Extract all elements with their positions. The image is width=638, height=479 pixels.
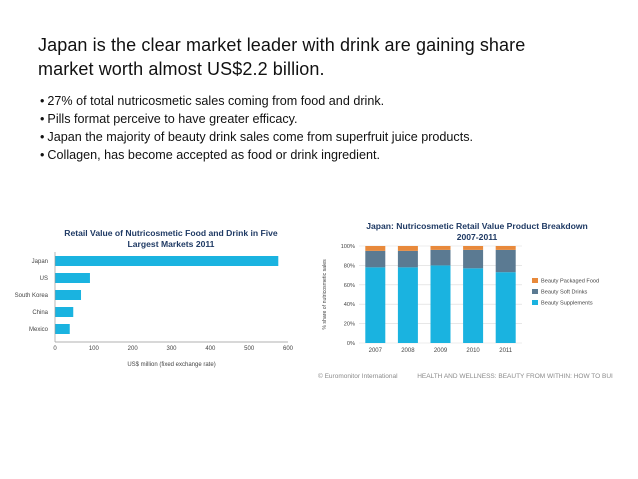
legend-label: Beauty Soft Drinks	[541, 290, 588, 296]
stacked-bar-segment	[397, 246, 418, 251]
x-tick-label: 2008	[401, 348, 415, 354]
bar	[55, 324, 70, 334]
stacked-bar-segment	[397, 267, 418, 343]
chart-title-line: Japan: Nutricosmetic Retail Value Produc…	[366, 221, 588, 231]
x-tick-label: 300	[166, 346, 177, 352]
category-label: Mexico	[29, 327, 49, 333]
bullet-item: Japan the majority of beauty drink sales…	[40, 128, 610, 146]
y-tick-label: 80%	[344, 263, 355, 269]
stacked-bar-segment	[365, 246, 386, 251]
category-label: US	[40, 276, 48, 282]
category-label: South Korea	[15, 293, 49, 299]
stacked-bar-segment	[495, 249, 516, 273]
chart-title-line: Largest Markets 2011	[128, 239, 215, 249]
category-label: Japan	[32, 259, 48, 265]
x-tick-label: 2011	[499, 348, 513, 354]
y-tick-label: 60%	[344, 283, 355, 289]
x-tick-label: 400	[205, 346, 216, 352]
slide-title-line-2: market worth almost US$2.2 billion.	[38, 59, 325, 79]
stacked-bar-segment	[495, 272, 516, 343]
y-tick-label: 40%	[344, 302, 355, 308]
legend-swatch	[532, 278, 538, 283]
chart-title-line: Retail Value of Nutricosmetic Food and D…	[64, 228, 278, 238]
bar	[55, 256, 279, 266]
stacked-bar-segment	[463, 249, 484, 269]
stacked-bar-segment	[430, 249, 451, 266]
y-tick-label: 100%	[341, 244, 355, 250]
legend-swatch	[532, 289, 538, 294]
bullet-list: 27% of total nutricosmetic sales coming …	[40, 92, 610, 164]
stacked-bar-segment	[430, 265, 451, 343]
stacked-bar-segment	[495, 246, 516, 250]
x-tick-label: 500	[244, 346, 255, 352]
stacked-bar-segment	[430, 246, 451, 250]
x-tick-label: 100	[89, 346, 100, 352]
x-tick-label: 2007	[369, 348, 383, 354]
legend-swatch	[532, 300, 538, 305]
x-axis-label: US$ million (fixed exchange rate)	[127, 362, 215, 368]
legend-label: Beauty Supplements	[541, 301, 593, 307]
slide-title-line-1: Japan is the clear market leader with dr…	[38, 35, 526, 55]
bar	[55, 290, 82, 300]
market-size-bar-chart: Retail Value of Nutricosmetic Food and D…	[15, 228, 294, 368]
y-tick-label: 20%	[344, 322, 355, 328]
bullet-item: 27% of total nutricosmetic sales coming …	[40, 92, 610, 110]
x-tick-label: 2010	[466, 348, 480, 354]
x-tick-label: 2009	[434, 348, 448, 354]
stacked-bar-segment	[463, 246, 484, 250]
bullet-item: Collagen, has become accepted as food or…	[40, 146, 610, 164]
footer: © Euromonitor International HEALTH AND W…	[318, 373, 638, 389]
x-tick-label: 200	[128, 346, 139, 352]
legend-label: Beauty Packaged Food	[541, 279, 599, 285]
bar	[55, 273, 90, 283]
stacked-bar-segment	[463, 268, 484, 343]
chart-title-line: 2007-2011	[457, 232, 498, 242]
x-tick-label: 0	[53, 346, 57, 352]
y-axis-label: % share of nutricosmetic sales	[322, 259, 328, 330]
slide-title: Japan is the clear market leader with dr…	[38, 33, 618, 81]
bar	[55, 307, 74, 317]
stacked-bar-segment	[365, 267, 386, 343]
y-tick-label: 0%	[347, 341, 355, 347]
stacked-bar-segment	[365, 250, 386, 268]
stacked-bar-segment	[397, 250, 418, 268]
x-tick-label: 600	[283, 346, 294, 352]
product-breakdown-stacked-chart: Japan: Nutricosmetic Retail Value Produc…	[322, 221, 599, 354]
bullet-item: Pills format perceive to have greater ef…	[40, 110, 610, 128]
footer-report-title: HEALTH AND WELLNESS: BEAUTY FROM WITHIN:…	[417, 373, 613, 380]
footer-source: © Euromonitor International	[318, 373, 398, 380]
category-label: China	[32, 310, 48, 316]
